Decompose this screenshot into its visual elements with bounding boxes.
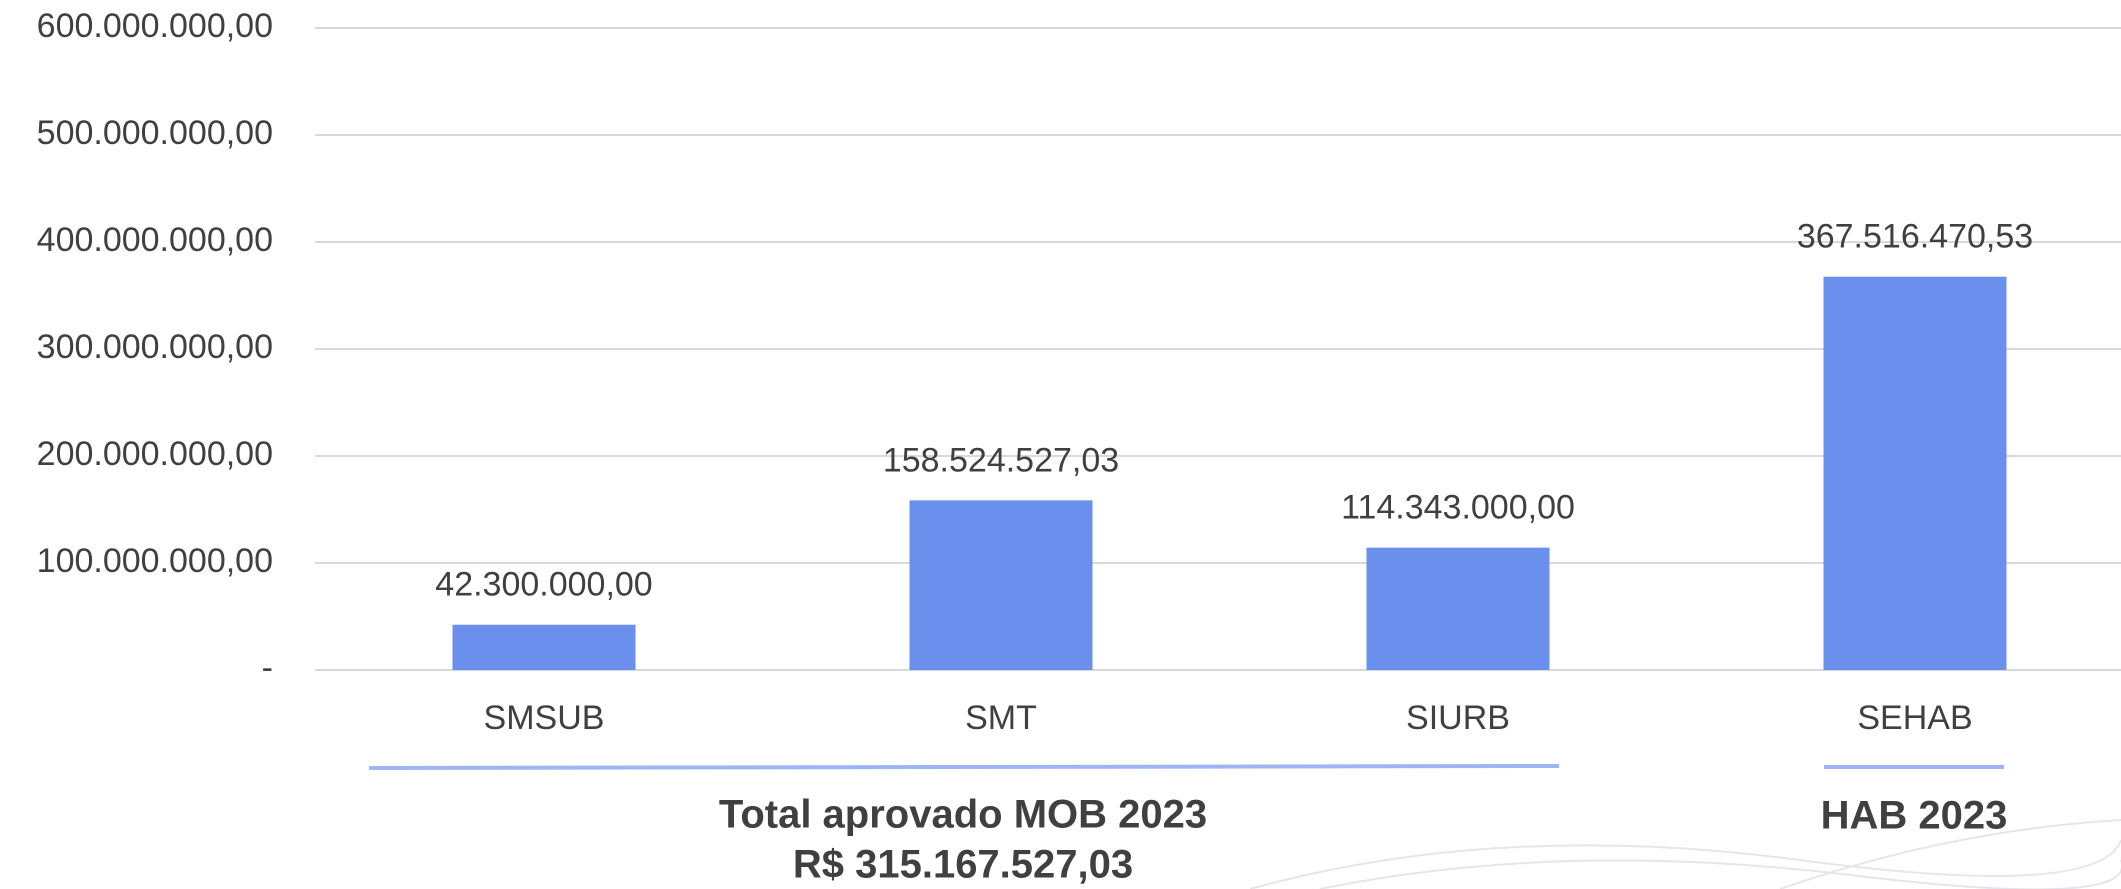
bar <box>1366 547 1550 670</box>
group-underline <box>368 764 1560 770</box>
y-tick-label: 200.000.000,00 <box>37 435 273 473</box>
group-label: Total aprovado MOB 2023 <box>719 793 1207 837</box>
x-tick-label: SMSUB <box>484 699 605 737</box>
decoration <box>1249 819 2121 889</box>
data-label: 42.300.000,00 <box>435 566 652 604</box>
group-label: HAB 2023 <box>1821 794 2008 838</box>
bar <box>1823 276 2007 670</box>
data-label: 158.524.527,03 <box>883 441 1119 479</box>
data-label: 367.516.470,53 <box>1797 218 2033 256</box>
data-label: 114.343.000,00 <box>1341 489 1575 527</box>
group-total: R$ 315.167.527,03 <box>793 843 1133 887</box>
x-tick-label: SIURB <box>1406 699 1510 737</box>
y-tick-label: 300.000.000,00 <box>37 328 273 366</box>
y-tick-label: 400.000.000,00 <box>37 221 273 259</box>
y-tick-label: - <box>262 649 273 687</box>
y-tick-label: 600.000.000,00 <box>37 7 273 45</box>
y-tick-label: 100.000.000,00 <box>37 542 273 580</box>
bar <box>909 500 1093 670</box>
bar <box>452 624 636 670</box>
x-tick-label: SEHAB <box>1857 699 1972 737</box>
y-tick-label: 500.000.000,00 <box>37 114 273 152</box>
x-tick-label: SMT <box>965 699 1037 737</box>
